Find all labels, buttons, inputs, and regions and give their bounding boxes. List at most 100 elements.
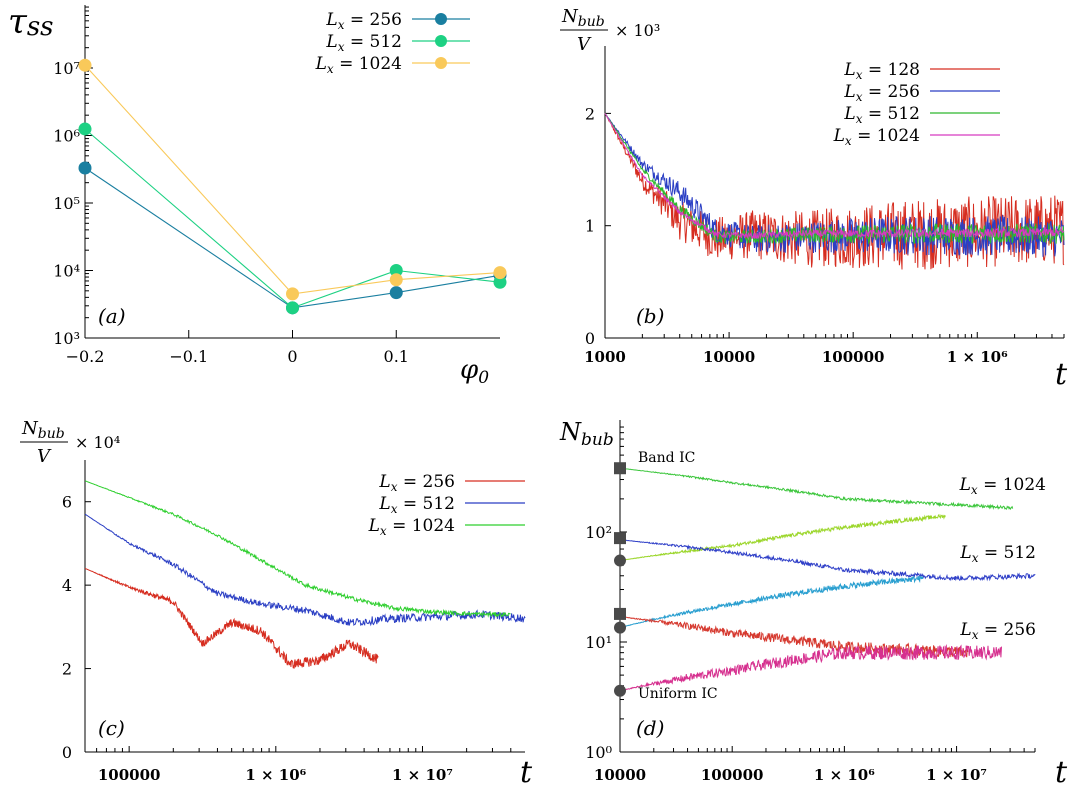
panel-b-ylabel-den: V [577,34,592,55]
panel-c-series-0-line [84,568,379,669]
panel-d-ticks: 10⁰ 10¹ 10² 10000 100000 1 × 10⁶ 1 × 10⁷ [585,426,1036,784]
panel-a-ytick-label-4: 10⁷ [53,59,80,78]
panel-a-series-2-point [389,273,403,287]
panel-a-ylabel-main: τ [8,2,28,42]
panel-b-legend-2-label: Lx = 512 [843,104,920,126]
panel-d-series [619,467,1036,692]
panel-a-ytick-label-0: 10³ [53,329,80,348]
panel-a-series-0-point [389,286,403,300]
panel-b-ytick-label-1: 1 [585,217,595,236]
panel-c-legend-2-label: Lx = 1024 [368,516,455,538]
panel-d-band-ic-marker [614,607,626,620]
panel-a-ylabel-sub: ss [27,12,54,42]
panel-a-xtick-label-2: 0 [287,347,297,366]
panel-d-xtick-label-2: 1 × 10⁶ [814,766,875,784]
panel-a-ytick-label-1: 10⁴ [53,262,80,281]
panel-b-series-3-line [604,113,1065,240]
panel-d-xtick-label-0: 10000 [594,766,646,784]
panel-a-legend-2-marker [435,57,447,69]
panel-b-series [604,113,1065,270]
panel-a-series-1-line [84,128,501,309]
panel-a-legend-0-marker [435,13,447,25]
panel-a-tag: (a) [98,304,126,328]
panel-d-uniform-ic-label: Uniform IC [638,686,718,702]
panel-a-xlabel-sub: 0 [478,368,489,388]
panel-a-xlabel: φ0 [460,355,489,388]
panel-d-xlabel: t [1055,755,1068,787]
panel-c-ylabel: Nbub V × 10⁴ [20,418,120,467]
panel-d-tag: (d) [636,716,664,740]
panel-b: 0 1 2 1000 10000 100000 1 × 10⁶ Nbub V × 10³ t… [560,6,1068,392]
panel-b-ylabel: Nbub V × 10³ [560,6,660,55]
panel-b-ytick-label-0: 0 [585,329,595,348]
panel-c-xtick-label-0: 100000 [98,766,161,784]
panel-b-xtick-label-2: 100000 [822,348,885,366]
panel-d-ylabel-main: N [559,418,582,446]
panel-d-series-0-line [619,467,1014,511]
panel-c-ticks: 0 2 4 6 100000 1 × 10⁶ 1 × 10⁷ [62,493,512,784]
panel-a-series-1-point [493,275,507,289]
panel-c-ylabel-num-sub: bub [38,426,65,442]
panel-c-series-2-line [84,480,511,619]
panel-d-curve-label-2: Lx = 256 [959,620,1036,642]
panel-b-ylabel-scale: × 10³ [615,21,660,40]
panel-b-legend-1-label: Lx = 256 [843,82,920,104]
panel-a-series-2-line [84,64,501,295]
panel-d-ytick-label-2: 10² [585,523,612,542]
panel-a-series-0-point [78,161,92,175]
panel-c-ytick-label-0: 0 [62,743,72,762]
panel-c-xtick-label-1: 1 × 10⁶ [245,766,306,784]
panel-c-ytick-label-3: 6 [62,493,72,512]
panel-d-ytick-label-0: 10⁰ [585,743,612,762]
panel-d-band-ic-label: Band IC [638,450,695,466]
panel-d-uniform-ic-marker [614,684,626,697]
panel-c-ylabel-den: V [37,446,52,467]
panel-b-tag: (b) [636,304,664,328]
panel-d-markers [614,462,626,697]
panel-a-series-1-point [286,301,299,315]
panel-d-band-ic-marker [614,462,626,475]
panel-c-ylabel-num: Nbub [21,418,65,442]
panel-d-uniform-ic-marker [614,554,626,567]
panel-b-ytick-label-2: 2 [585,104,595,123]
panel-d-band-ic-marker [614,532,626,545]
panel-b-legend-0-label: Lx = 128 [843,60,920,82]
panel-b-xtick-label-3: 1 × 10⁶ [947,348,1008,366]
panel-a-ytick-label-2: 10⁵ [53,194,80,213]
panel-c-legend-1-label: Lx = 512 [378,494,455,516]
panel-a-legend-0-label: Lx = 256 [325,10,402,32]
panel-b-xtick-label-0: 1000 [584,348,626,366]
panel-c-xlabel: t [520,755,533,787]
panel-a-legend-1-marker [435,35,447,47]
panel-a-series-2-point [286,287,299,301]
panel-d-ytick-label-1: 10¹ [585,633,612,652]
panel-a-legend-1-label: Lx = 512 [325,32,402,54]
panel-a-series-1-point [389,264,403,277]
panel-b-ylabel-num: Nbub [561,6,605,30]
panel-c-series [84,480,526,669]
panel-a-xlabel-main: φ [460,355,479,385]
panel-d-uniform-ic-marker [614,621,626,634]
panel-b-xlabel: t [1055,357,1068,392]
panel-a-series [78,58,507,315]
panel-c-ytick-label-1: 2 [62,660,72,679]
panel-c-ylabel-scale: × 10⁴ [75,433,120,452]
panel-c-xtick-label-2: 1 × 10⁷ [392,766,453,784]
panel-a-xtick-label-3: 0.1 [384,347,409,366]
panel-a-legend-2-label: Lx = 1024 [315,54,402,76]
panel-d-xtick-label-3: 1 × 10⁷ [926,766,987,784]
panel-a-series-1-point [78,122,92,136]
panel-a-xtick-label-1: −0.1 [169,347,208,366]
panel-b-legend-3-label: Lx = 1024 [833,126,920,148]
panel-b-ticks: 0 1 2 1000 10000 100000 1 × 10⁶ [584,104,1065,366]
panel-d-curve-label-1: Lx = 512 [959,543,1036,565]
panel-a-ytick-label-3: 10⁶ [53,127,80,146]
panel-d-ylabel: Nbub [559,418,614,450]
panel-a-series-2-point [78,58,92,72]
panel-c-ylabel-num-main: N [21,418,39,439]
